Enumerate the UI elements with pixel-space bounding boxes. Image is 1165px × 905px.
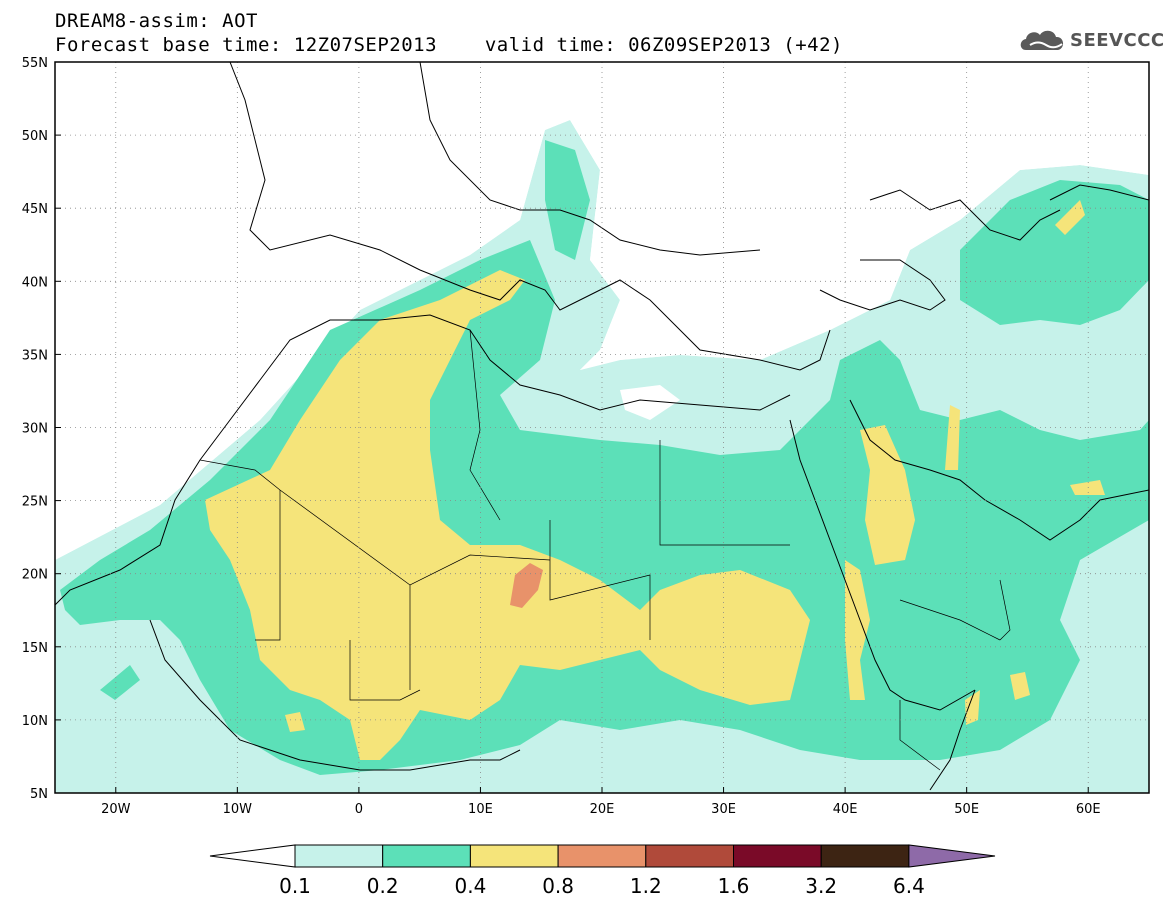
colorbar-label: 1.2 — [630, 874, 662, 898]
lon-axis: 20W 10W 0 10E 20E 30E 40E 50E 60E — [101, 802, 1101, 817]
colorbar-swatch — [469, 844, 559, 868]
colorbar-label: 3.2 — [805, 874, 837, 898]
aot-band-0.8 — [510, 563, 543, 608]
colorbar-label: 6.4 — [893, 874, 925, 898]
lon-label: 20W — [101, 802, 131, 817]
lat-label: 25N — [22, 495, 48, 510]
lat-label: 15N — [22, 641, 48, 656]
colorbar-swatch — [557, 844, 647, 868]
coastlines — [55, 62, 1149, 791]
lat-label: 20N — [22, 568, 48, 583]
colorbar-arrow-high — [908, 844, 996, 868]
colorbar-label: 0.1 — [279, 874, 311, 898]
aot-band-0.4 — [205, 270, 810, 760]
colorbar-swatch — [294, 844, 384, 868]
lat-axis: 5N 10N 15N 20N 25N 30N 35N 40N 45N 50N 55N — [22, 56, 48, 802]
lon-label: 30E — [711, 802, 736, 817]
lat-label: 40N — [22, 275, 48, 290]
colorbar-label: 0.8 — [542, 874, 574, 898]
colorbar-label: 1.6 — [718, 874, 750, 898]
colorbar-label: 0.2 — [367, 874, 399, 898]
colorbar-swatch — [820, 844, 910, 868]
lon-label: 60E — [1076, 802, 1101, 817]
lat-label: 55N — [22, 56, 48, 71]
lon-label: 20E — [590, 802, 615, 817]
colorbar-labels: 0.1 0.2 0.4 0.8 1.2 1.6 3.2 6.4 — [279, 874, 925, 898]
lat-label: 45N — [22, 202, 48, 217]
cloud-icon — [1020, 30, 1064, 50]
graticule — [55, 62, 1149, 793]
base-time-label: Forecast base time: 12Z07SEP2013 — [55, 34, 438, 56]
colorbar-label: 0.4 — [454, 874, 486, 898]
logo-text: SEEVCCC — [1070, 30, 1165, 51]
colorbar-swatch — [645, 844, 734, 868]
lon-label: 10E — [468, 802, 493, 817]
map-title: DREAM8-assim: AOT — [55, 10, 258, 32]
lat-label: 5N — [30, 787, 48, 802]
axis-ticks — [55, 61, 1089, 794]
lon-label: 40E — [833, 802, 858, 817]
colorbar-arrow-low — [209, 844, 296, 868]
lon-label: 0 — [355, 802, 363, 817]
colorbar-swatch — [733, 844, 822, 868]
lon-label: 50E — [954, 802, 979, 817]
lon-label: 10W — [223, 802, 253, 817]
valid-time-label: valid time: 06Z09SEP2013 (+42) — [484, 34, 843, 56]
colorbar-swatch — [382, 844, 471, 868]
colorbar — [209, 844, 996, 868]
lat-label: 10N — [22, 714, 48, 729]
seevccc-logo: SEEVCCC — [1018, 26, 1164, 54]
forecast-times: Forecast base time: 12Z07SEP2013 valid t… — [55, 34, 843, 56]
lat-label: 50N — [22, 129, 48, 144]
country-borders — [199, 329, 1011, 771]
lat-label: 35N — [22, 348, 48, 363]
lat-label: 30N — [22, 422, 48, 437]
